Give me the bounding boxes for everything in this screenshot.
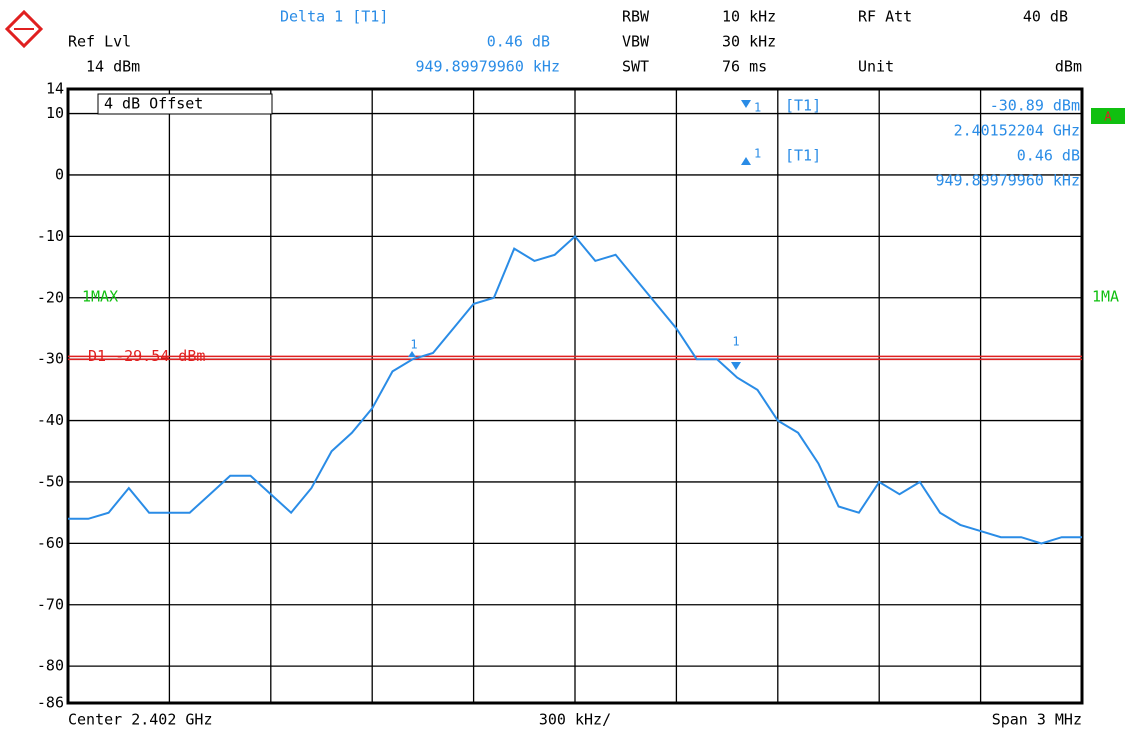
y-tick-label: -40 [37,411,64,429]
trace-label-right: 1MA [1092,288,1119,306]
marker-num: 1 [754,101,761,115]
y-tick-label: -10 [37,227,64,245]
delta-num: 1 [754,147,761,161]
delta-icon [741,157,751,165]
y-tick-label: -80 [37,657,64,675]
screen-label: A [1104,110,1112,124]
y-tick-label: 10 [46,104,64,122]
trace-label: 1MAX [82,288,118,306]
display-line-label: D1 -29.54 dBm [88,347,205,365]
swt-value: 76 ms [722,58,767,76]
offset-label: 4 dB Offset [104,95,203,113]
trace [68,234,1082,545]
plot: 14 10 0 -10 -20 -30 -40 -50 -60 -70 -80 -86 D1 -29.5… [37,80,1084,712]
offset-box [97,93,273,115]
delta-value: 0.46 dB [487,33,550,51]
y-tick-label: -30 [37,350,64,368]
logo [4,9,44,49]
plot-frame [66,87,1084,705]
y-tick-label: -70 [37,595,64,613]
marker-point-num: 1 [732,335,739,349]
marker-freq: 2.40152204 GHz [954,122,1080,140]
screen-badge [1091,108,1125,124]
ref-label: Ref Lvl [68,33,131,51]
delta-level: 0.46 dB [1017,147,1080,165]
rfatt-label: RF Att [858,8,912,26]
delta-title: Delta 1 [T1] [280,8,388,26]
y-tick-label: 0 [55,165,64,183]
delta-marker-num: 1 [410,338,417,352]
y-tick-label: -20 [37,288,64,306]
rbw-label: RBW [622,8,650,26]
y-tick-label: -86 [37,694,64,712]
y-tick-label: -50 [37,472,64,490]
delta-marker [408,351,416,357]
rfatt-value: 40 dB [1023,8,1068,26]
y-tick-label: -60 [37,534,64,552]
ref-value: 14 dBm [86,58,140,76]
marker-point [731,362,741,370]
footer-span: Span 3 MHz [992,711,1082,729]
marker-tag: [T1] [785,97,821,115]
vbw-value: 30 kHz [722,33,776,51]
delta-freq-value: 949.89979960 kHz [936,172,1081,190]
unit-value: dBm [1055,58,1082,76]
delta-tag: [T1] [785,147,821,165]
marker-icon [741,100,751,108]
footer-div: 300 kHz/ [539,711,611,729]
unit-label: Unit [858,58,894,76]
vbw-label: VBW [622,33,650,51]
y-tick-label: 14 [46,80,64,98]
rbw-value: 10 kHz [722,8,776,26]
footer-center: Center 2.402 GHz [68,711,213,729]
delta-freq: 949.89979960 kHz [416,58,561,76]
marker-level: -30.89 dBm [990,97,1080,115]
swt-label: SWT [622,58,649,76]
